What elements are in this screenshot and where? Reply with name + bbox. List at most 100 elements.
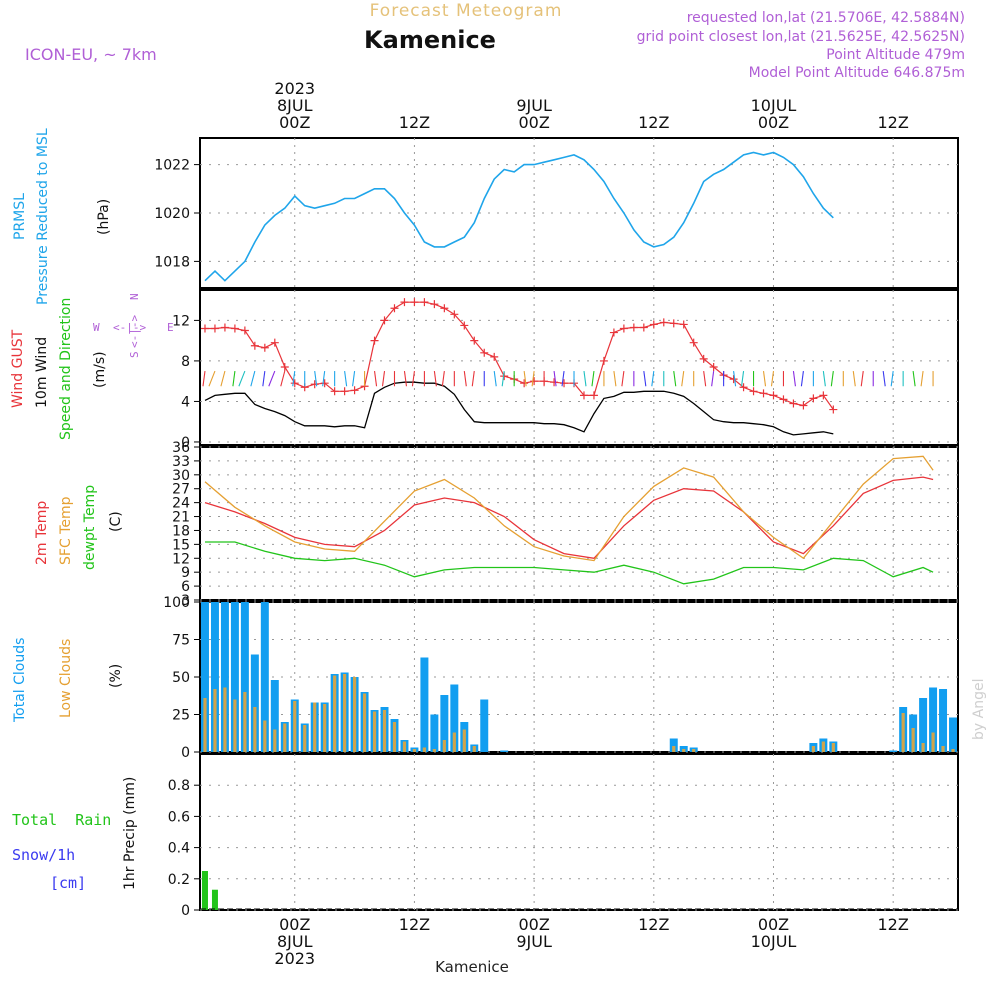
compass-rose: W E <-|-> N S <-|-> bbox=[93, 293, 174, 358]
wind-direction-arrow bbox=[770, 370, 775, 387]
compass-north: N bbox=[128, 293, 141, 300]
y-tick-label: 24 bbox=[172, 496, 190, 512]
low-cloud-bar bbox=[203, 698, 207, 752]
total-cloud-bar bbox=[939, 689, 948, 752]
y-tick-label: 15 bbox=[172, 537, 190, 553]
low-cloud-bar bbox=[911, 728, 915, 752]
low-cloud-bar bbox=[283, 723, 287, 752]
gust-marker bbox=[450, 310, 459, 319]
t2m-label: 2m Temp bbox=[34, 501, 50, 565]
wind-direction-arrow bbox=[553, 370, 557, 387]
gust-marker bbox=[659, 318, 668, 327]
low-cloud-bar bbox=[402, 741, 407, 752]
pressure-labels: PRMSL Pressure Reduced to MSL (hPa) bbox=[12, 128, 112, 305]
wind-labels: Wind GUST 10m Wind Speed and Direction (… bbox=[10, 293, 174, 440]
wind-direction-arrow bbox=[262, 370, 266, 387]
y-tick-label: 1018 bbox=[154, 254, 190, 270]
low-clouds-label: Low Clouds bbox=[58, 639, 74, 718]
gust-marker bbox=[699, 354, 708, 363]
low-cloud-bar bbox=[452, 732, 456, 752]
precip-axis-label: 1hr Precip (mm) bbox=[122, 777, 138, 890]
y-tick-label: 18 bbox=[172, 523, 190, 539]
y-tick-label: 3 bbox=[181, 593, 190, 609]
bottom-time-label: 00Z bbox=[758, 915, 789, 934]
y-tick-label: 27 bbox=[172, 482, 190, 498]
gust-marker bbox=[579, 391, 588, 400]
sfc-temp-line bbox=[204, 455, 934, 562]
y-tick-label: 75 bbox=[172, 633, 190, 649]
low-cloud-bar bbox=[821, 741, 825, 752]
panel-frame bbox=[199, 753, 959, 911]
low-cloud-bar bbox=[213, 689, 217, 752]
total-cloud-bar bbox=[949, 717, 958, 752]
requested-coords: requested lon,lat (21.5706E, 42.5884N) bbox=[687, 10, 965, 26]
total-cloud-bar bbox=[210, 602, 219, 752]
wind-direction-arrow bbox=[232, 370, 236, 387]
low-cloud-bar bbox=[432, 749, 436, 752]
gust-marker bbox=[250, 341, 259, 350]
total-cloud-bar bbox=[240, 602, 249, 752]
wind-direction-arrow bbox=[583, 370, 587, 387]
y-tick-label: 0.8 bbox=[168, 778, 190, 794]
total-cloud-bar bbox=[420, 657, 429, 752]
sfc-temp-label: SFC Temp bbox=[58, 496, 74, 565]
top-time-label: 00Z bbox=[758, 113, 789, 132]
gust-marker bbox=[350, 386, 359, 395]
low-cloud-bar bbox=[233, 699, 237, 752]
gust-line bbox=[205, 301, 834, 410]
panel-frame bbox=[199, 289, 959, 446]
total-cloud-bar bbox=[200, 602, 209, 752]
wind-direction-arrow bbox=[322, 370, 326, 387]
low-cloud-bar bbox=[901, 713, 905, 752]
low-cloud-bar bbox=[263, 720, 267, 752]
total-cloud-bar bbox=[480, 699, 489, 752]
wind-direction-arrow bbox=[463, 370, 467, 387]
top-time-label: 12Z bbox=[399, 113, 430, 132]
gust-marker bbox=[200, 324, 209, 333]
gust-marker bbox=[330, 387, 339, 396]
gust-marker bbox=[639, 323, 648, 332]
low-cloud-bar bbox=[692, 749, 696, 752]
wind-direction-arrow bbox=[292, 370, 296, 387]
wind-direction-arrow bbox=[920, 370, 924, 387]
wind-direction-arrow bbox=[268, 370, 276, 387]
temp-labels: 2m Temp SFC Temp dewpt Temp (C) bbox=[34, 485, 124, 570]
bottom-time-label: 12Z bbox=[878, 915, 909, 934]
low-cloud-bar bbox=[313, 702, 317, 752]
low-cloud-bar bbox=[412, 749, 417, 752]
gust-marker bbox=[210, 324, 219, 333]
wind-direction-arrow bbox=[314, 370, 318, 387]
gust-marker bbox=[270, 338, 279, 347]
gust-marker bbox=[370, 336, 379, 345]
dewpt-line bbox=[205, 541, 934, 585]
y-tick-label: 30 bbox=[172, 468, 190, 484]
gust-marker bbox=[400, 298, 409, 307]
y-tick-label: 0 bbox=[181, 903, 190, 919]
low-cloud-bar bbox=[921, 743, 925, 752]
total-cloud-bar bbox=[220, 602, 229, 752]
gust-marker bbox=[390, 304, 399, 313]
total-cloud-bar bbox=[440, 695, 449, 752]
wind-direction-arrow bbox=[890, 370, 894, 387]
wind-direction-arrow bbox=[613, 370, 617, 387]
low-cloud-bar bbox=[941, 746, 945, 752]
dewpt-label: dewpt Temp bbox=[82, 485, 98, 570]
wind-direction-arrow bbox=[280, 370, 286, 387]
precip-labels: Total Rain Snow/1h [cm] 1hr Precip (mm) bbox=[12, 777, 138, 892]
low-cloud-bar bbox=[243, 692, 247, 752]
gust-marker bbox=[320, 379, 329, 388]
gust-marker bbox=[280, 362, 289, 371]
pressure-label-line1: PRMSL bbox=[12, 193, 28, 240]
wind-direction-arrow bbox=[591, 370, 595, 387]
total-cloud-bar bbox=[669, 738, 678, 752]
y-tick-label: 8 bbox=[181, 354, 190, 370]
gust-marker bbox=[290, 379, 299, 388]
gust-marker bbox=[689, 338, 698, 347]
wind-direction-arrow bbox=[493, 370, 497, 387]
top-time-label: 12Z bbox=[638, 113, 669, 132]
gust-marker bbox=[809, 394, 818, 403]
low-cloud-bar bbox=[442, 740, 446, 752]
top-time-label: 12Z bbox=[878, 113, 909, 132]
wind-direction-arrow bbox=[681, 370, 685, 387]
